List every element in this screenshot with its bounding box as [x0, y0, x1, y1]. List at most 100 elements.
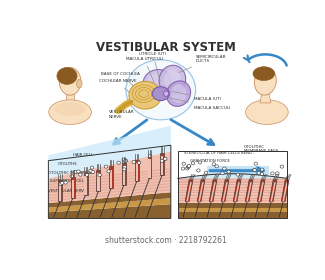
Polygon shape	[207, 166, 269, 174]
Polygon shape	[148, 159, 151, 178]
Ellipse shape	[60, 181, 64, 185]
Polygon shape	[178, 203, 287, 207]
Text: MACULA SACCULI: MACULA SACCULI	[167, 97, 230, 109]
Polygon shape	[48, 151, 171, 203]
Ellipse shape	[191, 162, 195, 165]
Polygon shape	[178, 212, 287, 218]
Polygon shape	[97, 170, 100, 191]
Ellipse shape	[85, 173, 89, 176]
Polygon shape	[178, 178, 287, 203]
Polygon shape	[245, 180, 253, 201]
Polygon shape	[178, 207, 287, 212]
Ellipse shape	[79, 173, 82, 176]
Polygon shape	[281, 180, 289, 201]
Text: BASE OF COCHLEA: BASE OF COCHLEA	[101, 72, 140, 90]
Ellipse shape	[59, 67, 81, 95]
Polygon shape	[97, 173, 99, 191]
Ellipse shape	[152, 87, 169, 101]
Text: OTOLITHIC
MEMBRANE SAGS: OTOLITHIC MEMBRANE SAGS	[244, 145, 278, 153]
Text: MACULA UTRICULI: MACULA UTRICULI	[126, 57, 163, 83]
Polygon shape	[161, 156, 163, 174]
Polygon shape	[58, 180, 62, 201]
Ellipse shape	[55, 102, 85, 116]
Ellipse shape	[160, 159, 164, 162]
Ellipse shape	[126, 60, 196, 120]
Polygon shape	[178, 200, 287, 201]
Ellipse shape	[204, 171, 208, 174]
Ellipse shape	[252, 169, 256, 172]
Polygon shape	[178, 181, 287, 183]
Ellipse shape	[117, 161, 120, 164]
Ellipse shape	[124, 160, 127, 163]
Polygon shape	[48, 198, 171, 212]
Polygon shape	[59, 183, 61, 201]
Polygon shape	[48, 174, 171, 188]
Ellipse shape	[59, 182, 62, 185]
Text: MACULA (UT): MACULA (UT)	[171, 91, 221, 101]
Text: HAIR CELL: HAIR CELL	[73, 153, 93, 157]
Ellipse shape	[276, 172, 279, 175]
Ellipse shape	[254, 67, 276, 95]
Polygon shape	[135, 160, 139, 181]
Ellipse shape	[90, 166, 94, 169]
Ellipse shape	[166, 81, 190, 106]
Ellipse shape	[57, 67, 77, 84]
Ellipse shape	[221, 172, 224, 175]
Ellipse shape	[246, 100, 288, 124]
Ellipse shape	[49, 100, 91, 124]
Ellipse shape	[163, 91, 169, 96]
Ellipse shape	[63, 180, 67, 183]
Polygon shape	[71, 176, 75, 198]
Ellipse shape	[104, 165, 108, 168]
Polygon shape	[233, 180, 241, 201]
Ellipse shape	[77, 170, 80, 173]
Polygon shape	[48, 192, 171, 207]
Ellipse shape	[163, 157, 167, 160]
Text: OTOLITHIC MEMBRANE: OTOLITHIC MEMBRANE	[48, 171, 93, 175]
Polygon shape	[257, 180, 265, 201]
Ellipse shape	[74, 170, 77, 173]
Polygon shape	[178, 187, 287, 188]
Polygon shape	[246, 182, 252, 201]
Ellipse shape	[149, 155, 152, 158]
Polygon shape	[48, 180, 171, 193]
Polygon shape	[48, 168, 171, 183]
Polygon shape	[185, 180, 193, 201]
Polygon shape	[222, 182, 228, 201]
Ellipse shape	[123, 165, 126, 169]
Text: UTRICLE (UT): UTRICLE (UT)	[139, 52, 167, 81]
Ellipse shape	[260, 172, 264, 176]
Polygon shape	[84, 173, 87, 195]
Text: SUPPORTING CELL: SUPPORTING CELL	[50, 179, 86, 183]
Polygon shape	[72, 179, 74, 198]
Ellipse shape	[181, 167, 185, 170]
Ellipse shape	[212, 163, 215, 166]
Polygon shape	[84, 176, 87, 195]
Polygon shape	[282, 182, 288, 201]
Ellipse shape	[187, 164, 190, 167]
Ellipse shape	[253, 67, 275, 81]
Polygon shape	[270, 182, 276, 201]
Ellipse shape	[257, 171, 260, 174]
Text: GRAVITATION FORCE: GRAVITATION FORCE	[190, 159, 230, 163]
Polygon shape	[48, 126, 171, 178]
Ellipse shape	[198, 161, 202, 164]
Polygon shape	[136, 163, 138, 181]
Ellipse shape	[132, 160, 136, 164]
Polygon shape	[110, 169, 112, 188]
Ellipse shape	[77, 80, 82, 88]
Polygon shape	[48, 177, 171, 191]
Ellipse shape	[91, 171, 95, 174]
Polygon shape	[48, 183, 171, 196]
Ellipse shape	[215, 165, 218, 168]
Ellipse shape	[253, 169, 256, 172]
Ellipse shape	[182, 162, 186, 165]
Polygon shape	[258, 182, 264, 201]
Ellipse shape	[64, 181, 67, 184]
Polygon shape	[260, 94, 271, 103]
Polygon shape	[234, 182, 240, 201]
Polygon shape	[178, 184, 287, 185]
Polygon shape	[48, 171, 171, 185]
Polygon shape	[269, 180, 277, 201]
Ellipse shape	[124, 159, 127, 162]
